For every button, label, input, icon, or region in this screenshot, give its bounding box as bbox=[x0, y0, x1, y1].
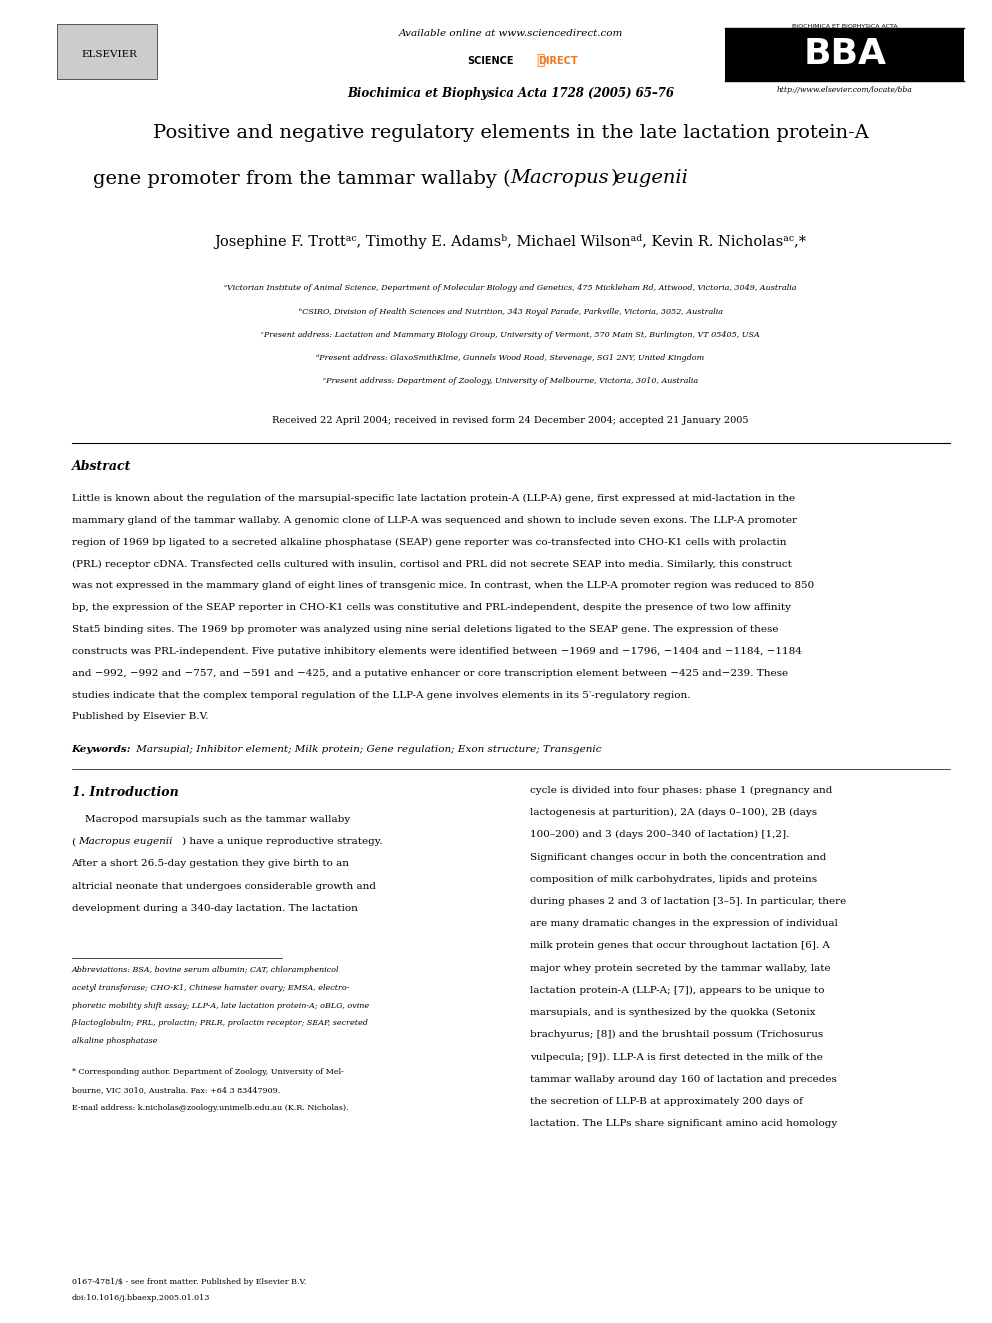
Text: composition of milk carbohydrates, lipids and proteins: composition of milk carbohydrates, lipid… bbox=[530, 875, 816, 884]
Text: http://www.elsevier.com/locate/bba: http://www.elsevier.com/locate/bba bbox=[777, 86, 913, 94]
Text: are many dramatic changes in the expression of individual: are many dramatic changes in the express… bbox=[530, 919, 837, 929]
Text: * Corresponding author. Department of Zoology, University of Mel-: * Corresponding author. Department of Zo… bbox=[71, 1069, 343, 1077]
Text: ᵉPresent address: Department of Zoology, University of Melbourne, Victoria, 3010: ᵉPresent address: Department of Zoology,… bbox=[323, 377, 698, 385]
Text: Macropus eugenii: Macropus eugenii bbox=[78, 837, 173, 847]
Text: Macropod marsupials such as the tammar wallaby: Macropod marsupials such as the tammar w… bbox=[71, 815, 350, 824]
Text: phoretic mobility shift assay; LLP-A, late lactation protein-A; oBLG, ovine: phoretic mobility shift assay; LLP-A, la… bbox=[71, 1002, 369, 1009]
Text: during phases 2 and 3 of lactation [3–5]. In particular, there: during phases 2 and 3 of lactation [3–5]… bbox=[530, 897, 846, 906]
Text: bp, the expression of the SEAP reporter in CHO-K1 cells was constitutive and PRL: bp, the expression of the SEAP reporter … bbox=[71, 603, 791, 613]
Text: 100–200) and 3 (days 200–340 of lactation) [1,2].: 100–200) and 3 (days 200–340 of lactatio… bbox=[530, 831, 789, 839]
Text: DIRECT: DIRECT bbox=[539, 56, 578, 66]
Text: constructs was PRL-independent. Five putative inhibitory elements were identifie: constructs was PRL-independent. Five put… bbox=[71, 647, 802, 656]
FancyBboxPatch shape bbox=[58, 24, 158, 79]
Text: brachyurus; [8]) and the brushtail possum (Trichosurus: brachyurus; [8]) and the brushtail possu… bbox=[530, 1031, 823, 1040]
Text: ELSEVIER: ELSEVIER bbox=[81, 49, 138, 58]
Text: 0167-4781/$ - see front matter. Published by Elsevier B.V.: 0167-4781/$ - see front matter. Publishe… bbox=[71, 1278, 306, 1286]
Text: mammary gland of the tammar wallaby. A genomic clone of LLP-A was sequenced and : mammary gland of the tammar wallaby. A g… bbox=[71, 516, 797, 525]
Text: BBA: BBA bbox=[804, 37, 886, 71]
Text: ᵃVictorian Institute of Animal Science, Department of Molecular Biology and Gene: ᵃVictorian Institute of Animal Science, … bbox=[224, 284, 797, 292]
Text: BIOCHIMICA ET BIOPHYSICA ACTA: BIOCHIMICA ET BIOPHYSICA ACTA bbox=[792, 24, 898, 29]
Text: Published by Elsevier B.V.: Published by Elsevier B.V. bbox=[71, 713, 208, 721]
Text: Keywords:: Keywords: bbox=[71, 745, 131, 754]
Text: cycle is divided into four phases: phase 1 (pregnancy and: cycle is divided into four phases: phase… bbox=[530, 786, 832, 795]
Text: region of 1969 bp ligated to a secreted alkaline phosphatase (SEAP) gene reporte: region of 1969 bp ligated to a secreted … bbox=[71, 538, 786, 546]
Text: Significant changes occur in both the concentration and: Significant changes occur in both the co… bbox=[530, 852, 826, 861]
Text: β-lactoglobulin; PRL, prolactin; PRLR, prolactin receptor; SEAP, secreted: β-lactoglobulin; PRL, prolactin; PRLR, p… bbox=[71, 1020, 368, 1028]
Text: Little is known about the regulation of the marsupial-specific late lactation pr: Little is known about the regulation of … bbox=[71, 495, 795, 503]
Text: acetyl transferase; CHO-K1, Chinese hamster ovary; EMSA, electro-: acetyl transferase; CHO-K1, Chinese hams… bbox=[71, 984, 349, 992]
Text: Received 22 April 2004; received in revised form 24 December 2004; accepted 21 J: Received 22 April 2004; received in revi… bbox=[273, 415, 749, 425]
Text: After a short 26.5-day gestation they give birth to an: After a short 26.5-day gestation they gi… bbox=[71, 860, 349, 868]
Text: doi:10.1016/j.bbaexp.2005.01.013: doi:10.1016/j.bbaexp.2005.01.013 bbox=[71, 1294, 210, 1302]
Text: milk protein genes that occur throughout lactation [6]. A: milk protein genes that occur throughout… bbox=[530, 942, 829, 950]
Text: bourne, VIC 3010, Australia. Fax: +64 3 83447909.: bourne, VIC 3010, Australia. Fax: +64 3 … bbox=[71, 1086, 280, 1094]
Text: studies indicate that the complex temporal regulation of the LLP-A gene involves: studies indicate that the complex tempor… bbox=[71, 691, 690, 700]
Text: Biochimica et Biophysica Acta 1728 (2005) 65–76: Biochimica et Biophysica Acta 1728 (2005… bbox=[347, 87, 675, 101]
Text: Abstract: Abstract bbox=[71, 460, 131, 472]
Text: gene promoter from the tammar wallaby (: gene promoter from the tammar wallaby ( bbox=[93, 169, 511, 188]
Text: ᵈPresent address: GlaxoSmithKline, Gunnels Wood Road, Stevenage, SG1 2NY, United: ᵈPresent address: GlaxoSmithKline, Gunne… bbox=[316, 353, 704, 363]
Text: Abbreviations: BSA, bovine serum albumin; CAT, chloramphenicol: Abbreviations: BSA, bovine serum albumin… bbox=[71, 966, 339, 974]
Text: alkaline phosphatase: alkaline phosphatase bbox=[71, 1037, 157, 1045]
Text: altricial neonate that undergoes considerable growth and: altricial neonate that undergoes conside… bbox=[71, 881, 376, 890]
Text: was not expressed in the mammary gland of eight lines of transgenic mice. In con: was not expressed in the mammary gland o… bbox=[71, 582, 813, 590]
Text: Macropus eugenii: Macropus eugenii bbox=[511, 169, 688, 188]
Text: lactogenesis at parturition), 2A (days 0–100), 2B (days: lactogenesis at parturition), 2A (days 0… bbox=[530, 808, 816, 818]
Text: vulpecula; [9]). LLP-A is first detected in the milk of the: vulpecula; [9]). LLP-A is first detected… bbox=[530, 1053, 822, 1061]
Text: 1. Introduction: 1. Introduction bbox=[71, 786, 179, 799]
Text: (: ( bbox=[71, 837, 75, 847]
Text: and −992, −992 and −757, and −591 and −425, and a putative enhancer or core tran: and −992, −992 and −757, and −591 and −4… bbox=[71, 669, 788, 677]
Text: Available online at www.sciencedirect.com: Available online at www.sciencedirect.co… bbox=[399, 29, 623, 38]
Text: major whey protein secreted by the tammar wallaby, late: major whey protein secreted by the tamma… bbox=[530, 963, 830, 972]
Text: lactation. The LLPs share significant amino acid homology: lactation. The LLPs share significant am… bbox=[530, 1119, 837, 1129]
Text: (PRL) receptor cDNA. Transfected cells cultured with insulin, cortisol and PRL d: (PRL) receptor cDNA. Transfected cells c… bbox=[71, 560, 792, 569]
Text: ): ) bbox=[511, 169, 618, 188]
Text: ᶜPresent address: Lactation and Mammary Biology Group, University of Vermont, 57: ᶜPresent address: Lactation and Mammary … bbox=[261, 331, 760, 339]
Text: ᵇCSIRO, Division of Health Sciences and Nutrition, 343 Royal Parade, Parkville, : ᵇCSIRO, Division of Health Sciences and … bbox=[299, 307, 722, 316]
Text: tammar wallaby around day 160 of lactation and precedes: tammar wallaby around day 160 of lactati… bbox=[530, 1074, 836, 1084]
Text: Marsupial; Inhibitor element; Milk protein; Gene regulation; Exon structure; Tra: Marsupial; Inhibitor element; Milk prote… bbox=[133, 745, 601, 754]
Text: development during a 340-day lactation. The lactation: development during a 340-day lactation. … bbox=[71, 904, 357, 913]
Text: lactation protein-A (LLP-A; [7]), appears to be unique to: lactation protein-A (LLP-A; [7]), appear… bbox=[530, 986, 824, 995]
Text: marsupials, and is synthesized by the quokka (Setonix: marsupials, and is synthesized by the qu… bbox=[530, 1008, 815, 1017]
Text: Stat5 binding sites. The 1969 bp promoter was analyzed using nine serial deletio: Stat5 binding sites. The 1969 bp promote… bbox=[71, 626, 778, 634]
Text: ) have a unique reproductive strategy.: ) have a unique reproductive strategy. bbox=[183, 837, 383, 847]
Text: E-mail address: k.nicholas@zoology.unimelb.edu.au (K.R. Nicholas).: E-mail address: k.nicholas@zoology.unime… bbox=[71, 1105, 348, 1113]
Text: Josephine F. Trottᵃᶜ, Timothy E. Adamsᵇ, Michael Wilsonᵃᵈ, Kevin R. Nicholasᵃᶜ,*: Josephine F. Trottᵃᶜ, Timothy E. Adamsᵇ,… bbox=[214, 234, 806, 249]
Text: ⓓ: ⓓ bbox=[537, 53, 545, 67]
Text: SCIENCE: SCIENCE bbox=[467, 56, 514, 66]
Text: Positive and negative regulatory elements in the late lactation protein-A: Positive and negative regulatory element… bbox=[153, 124, 869, 143]
FancyBboxPatch shape bbox=[725, 29, 964, 81]
Text: the secretion of LLP-B at approximately 200 days of: the secretion of LLP-B at approximately … bbox=[530, 1097, 803, 1106]
